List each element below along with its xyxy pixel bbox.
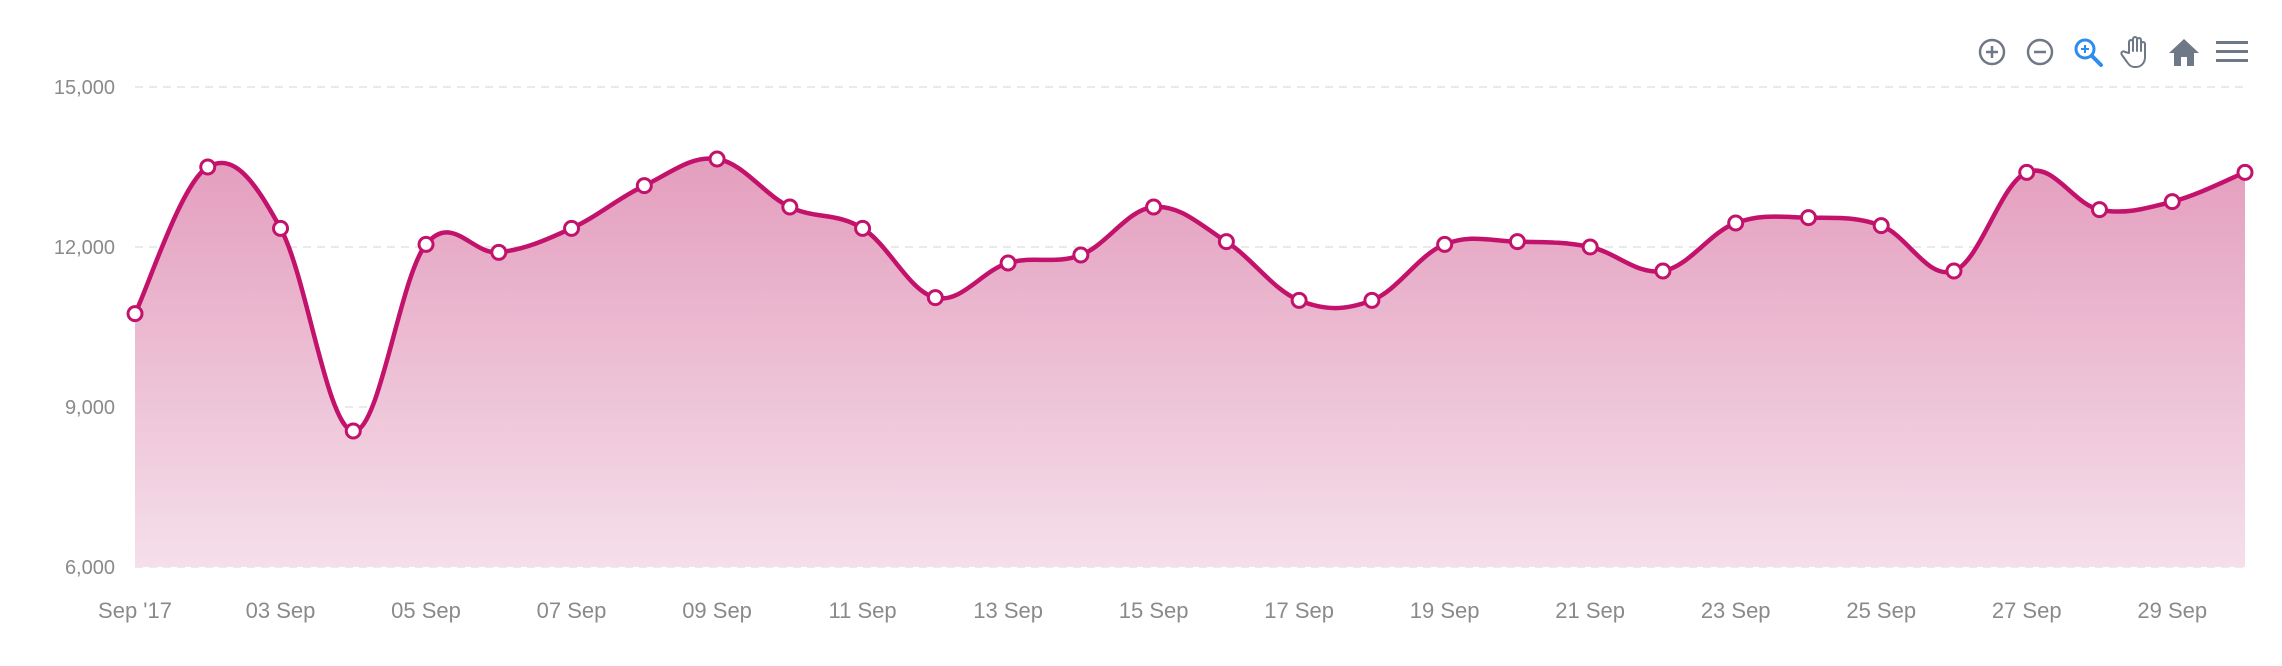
zoom-in-icon bbox=[1978, 38, 2006, 66]
data-point[interactable] bbox=[2018, 163, 2036, 181]
x-tick-label: 07 Sep bbox=[537, 598, 607, 623]
x-tick-label: 09 Sep bbox=[682, 598, 752, 623]
x-tick-label: 25 Sep bbox=[1846, 598, 1916, 623]
zoom-in-button[interactable] bbox=[1972, 32, 2012, 72]
data-point[interactable] bbox=[926, 289, 944, 307]
data-point[interactable] bbox=[272, 219, 290, 237]
zoom-out-button[interactable] bbox=[2020, 32, 2060, 72]
data-point[interactable] bbox=[1072, 246, 1090, 264]
x-tick-label: 05 Sep bbox=[391, 598, 461, 623]
x-tick-label: 27 Sep bbox=[1992, 598, 2062, 623]
x-tick-label: 13 Sep bbox=[973, 598, 1043, 623]
y-tick-label: 12,000 bbox=[54, 237, 115, 259]
zoom-out-icon bbox=[2026, 38, 2054, 66]
home-icon bbox=[2169, 39, 2199, 66]
data-point[interactable] bbox=[708, 150, 726, 168]
x-tick-label: 11 Sep bbox=[829, 598, 897, 623]
y-axis: 6,000 9,000 12,000 15,000 bbox=[54, 77, 115, 579]
data-point[interactable] bbox=[1145, 198, 1163, 216]
area-series bbox=[126, 150, 2254, 567]
selection-zoom-icon bbox=[2074, 38, 2103, 67]
data-point[interactable] bbox=[2163, 193, 2181, 211]
menu-icon bbox=[2216, 41, 2248, 62]
x-tick-label: 23 Sep bbox=[1701, 598, 1771, 623]
data-point[interactable] bbox=[1436, 235, 1454, 253]
data-point[interactable] bbox=[999, 254, 1017, 272]
x-axis: Sep '17 03 Sep 05 Sep 07 Sep 09 Sep 11 Sep 13 … bbox=[98, 598, 2207, 623]
y-tick-label: 6,000 bbox=[65, 557, 115, 579]
data-point[interactable] bbox=[1872, 217, 1890, 235]
data-point[interactable] bbox=[126, 305, 144, 323]
pan-button[interactable] bbox=[2116, 32, 2156, 72]
data-point[interactable] bbox=[635, 177, 653, 195]
x-tick-label: 17 Sep bbox=[1264, 598, 1334, 623]
data-point[interactable] bbox=[1508, 233, 1526, 251]
data-point[interactable] bbox=[1217, 233, 1235, 251]
data-point[interactable] bbox=[1581, 238, 1599, 256]
data-point[interactable] bbox=[781, 198, 799, 216]
data-point[interactable] bbox=[199, 158, 217, 176]
data-point[interactable] bbox=[490, 243, 508, 261]
menu-button[interactable] bbox=[2212, 32, 2252, 72]
selection-zoom-button[interactable] bbox=[2068, 32, 2108, 72]
data-point[interactable] bbox=[2236, 163, 2254, 181]
pan-hand-icon bbox=[2120, 36, 2146, 68]
x-tick-label: 19 Sep bbox=[1410, 598, 1480, 623]
x-tick-label: Sep '17 bbox=[98, 598, 172, 623]
data-point[interactable] bbox=[563, 219, 581, 237]
x-tick-label: 29 Sep bbox=[2137, 598, 2207, 623]
data-point[interactable] bbox=[1654, 262, 1672, 280]
x-tick-label: 03 Sep bbox=[246, 598, 316, 623]
data-point[interactable] bbox=[417, 235, 435, 253]
x-tick-label: 21 Sep bbox=[1555, 598, 1625, 623]
y-tick-label: 15,000 bbox=[54, 77, 115, 99]
data-point[interactable] bbox=[1363, 291, 1381, 309]
data-point[interactable] bbox=[1727, 214, 1745, 232]
chart-toolbar bbox=[1972, 30, 2252, 74]
data-point[interactable] bbox=[854, 219, 872, 237]
y-tick-label: 9,000 bbox=[65, 397, 115, 419]
x-tick-label: 15 Sep bbox=[1119, 598, 1189, 623]
reset-zoom-button[interactable] bbox=[2164, 32, 2204, 72]
data-point[interactable] bbox=[1290, 291, 1308, 309]
data-point[interactable] bbox=[1945, 262, 1963, 280]
data-point[interactable] bbox=[2090, 201, 2108, 219]
data-point[interactable] bbox=[344, 422, 362, 440]
data-point[interactable] bbox=[1799, 209, 1817, 227]
area-fill bbox=[135, 158, 2245, 567]
